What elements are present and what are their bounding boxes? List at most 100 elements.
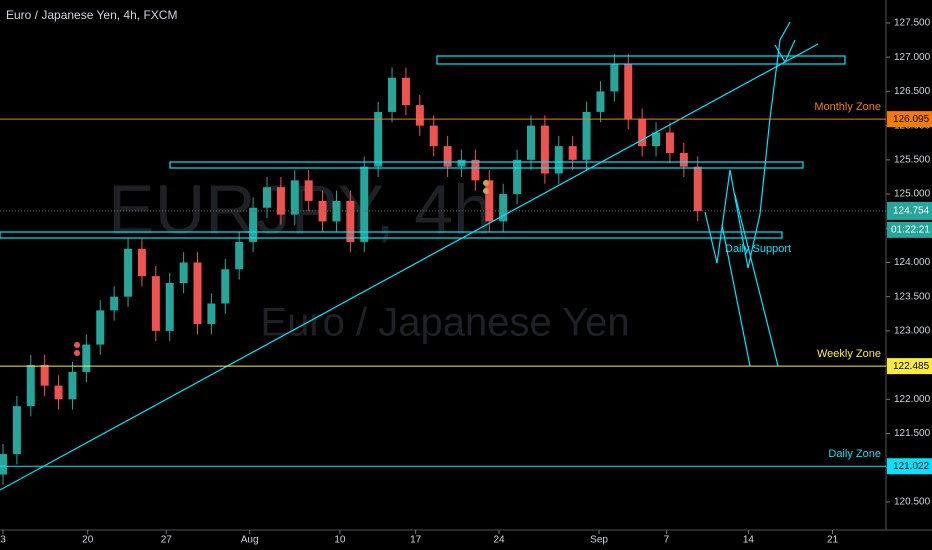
- candle-body: [110, 296, 119, 311]
- candle-body: [290, 180, 299, 215]
- y-tick-label: 122.000: [894, 394, 931, 405]
- x-tick-label: Aug: [241, 535, 259, 546]
- x-tick-label: 27: [161, 535, 173, 546]
- level-price-box: [887, 111, 932, 128]
- candle-body: [262, 187, 271, 208]
- y-tick-label: 125.500: [894, 154, 931, 165]
- candle-body: [276, 187, 285, 215]
- candle-body: [82, 344, 91, 372]
- candle-body: [624, 64, 633, 119]
- candle-body: [26, 365, 35, 407]
- candle-body: [207, 303, 216, 325]
- y-tick-label: 123.000: [894, 326, 931, 337]
- plot: [0, 53, 702, 485]
- marker-dot: [74, 350, 80, 356]
- candle-body: [471, 159, 480, 181]
- candle-body: [0, 454, 7, 475]
- candle-body: [388, 77, 397, 112]
- x-tick-label: 24: [493, 535, 505, 546]
- level-price-box: [887, 358, 932, 375]
- watermark: EURJPY, 4h: [108, 170, 492, 248]
- candle-body: [221, 269, 230, 304]
- candle-body: [12, 406, 21, 455]
- candle-body: [485, 180, 494, 222]
- projection: [704, 21, 791, 269]
- candle-body: [582, 111, 591, 160]
- candle-body: [179, 262, 188, 283]
- y-tick-label: 123.500: [894, 291, 931, 302]
- candle-body: [679, 152, 688, 167]
- level-price: 122.485: [893, 361, 930, 372]
- x-tick-label: 14: [743, 535, 755, 546]
- candle-body: [96, 310, 105, 345]
- y-tick-label: 127.000: [894, 52, 931, 63]
- candle-body: [68, 371, 77, 400]
- candle-body: [429, 125, 438, 147]
- chart-title: Euro / Japanese Yen, 4h, FXCM: [6, 8, 177, 22]
- candle-body: [693, 166, 702, 212]
- candle-body: [457, 159, 466, 167]
- projection: [734, 194, 779, 367]
- drawings: [0, 21, 846, 491]
- trendline: [0, 43, 819, 491]
- zone-box: [0, 231, 783, 239]
- candle-body: [360, 166, 369, 242]
- candle-body: [652, 132, 661, 147]
- marker-dot: [483, 188, 489, 194]
- level-name: Weekly Zone: [817, 348, 881, 360]
- candle-body: [415, 105, 424, 126]
- candle-body: [513, 159, 522, 195]
- x-tick-label: 17: [410, 535, 422, 546]
- candle-body: [304, 180, 313, 201]
- candle-body: [374, 111, 383, 167]
- candle-body: [610, 64, 619, 92]
- candle-body: [443, 146, 452, 167]
- candle-body: [568, 146, 577, 160]
- candle-body: [318, 200, 327, 222]
- countdown-box: [887, 221, 932, 238]
- x-tick-label: 7: [664, 535, 670, 546]
- candle-body: [54, 385, 63, 400]
- candle-body: [554, 146, 563, 174]
- x-tick-label: 3: [0, 535, 6, 546]
- level-price-box: [887, 458, 932, 475]
- candle-body: [638, 118, 647, 147]
- x-tick-label: 21: [827, 535, 839, 546]
- candle-body: [137, 248, 146, 277]
- candle-body: [401, 77, 410, 106]
- candle-body: [249, 207, 258, 242]
- y-tick-label: 127.500: [894, 18, 931, 29]
- candle-body: [124, 248, 133, 297]
- watermark-subtitle: Euro / Japanese Yen: [260, 301, 629, 345]
- y-tick-label: 121.500: [894, 428, 931, 439]
- x-tick-label: Sep: [590, 535, 608, 546]
- marker-dot: [74, 342, 80, 348]
- current-price: 124.754: [893, 206, 930, 217]
- candle-body: [665, 132, 674, 153]
- candle-body: [151, 276, 160, 331]
- zone-box: [169, 161, 804, 169]
- y-tick-label: 120.500: [894, 497, 931, 508]
- candle-body: [596, 91, 605, 112]
- x-tick-label: 10: [334, 535, 346, 546]
- projection: [774, 39, 796, 64]
- candle-body: [346, 200, 355, 242]
- candle-body: [499, 194, 508, 222]
- x-tick-label: 20: [82, 535, 94, 546]
- y-tick-label: 124.000: [894, 257, 931, 268]
- y-tick-label: 125.000: [894, 189, 931, 200]
- candle-body: [235, 241, 244, 270]
- y-tick-label: 126.500: [894, 86, 931, 97]
- marker-dot: [483, 180, 489, 186]
- candle-body: [165, 282, 174, 331]
- candle-body: [40, 365, 49, 386]
- projection: [721, 224, 751, 367]
- candle-body: [526, 125, 535, 160]
- zone-box: [436, 55, 846, 65]
- level-name: Daily Zone: [828, 448, 881, 460]
- current-price-box: [887, 201, 932, 220]
- countdown: 01:22:21: [891, 225, 930, 236]
- level-name: Monthly Zone: [814, 101, 881, 113]
- candle-body: [540, 125, 549, 174]
